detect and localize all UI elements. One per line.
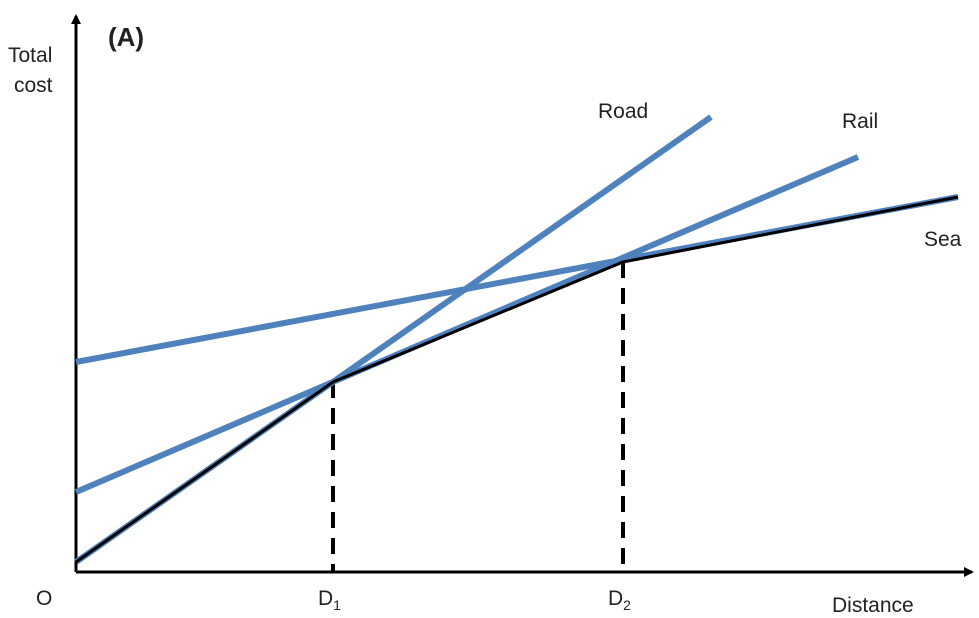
y-axis-label-line2: cost — [14, 74, 53, 97]
breakpoint-lines — [331, 262, 625, 572]
series-line-rail — [74, 154, 860, 495]
series-label-road: Road — [598, 100, 648, 123]
series-lines — [74, 114, 959, 565]
y-axis-label-line1: Total — [8, 44, 52, 67]
x-axis-label: Distance — [832, 594, 914, 617]
series-label-sea: Sea — [924, 228, 962, 251]
series-label-rail: Rail — [842, 110, 878, 133]
minimum-cost-envelope — [75, 195, 959, 564]
origin-label: O — [36, 587, 52, 610]
x-tick-label-d1: D1 — [318, 587, 341, 613]
panel-label: (A) — [108, 22, 144, 52]
x-tick-label-d2: D2 — [608, 587, 631, 613]
